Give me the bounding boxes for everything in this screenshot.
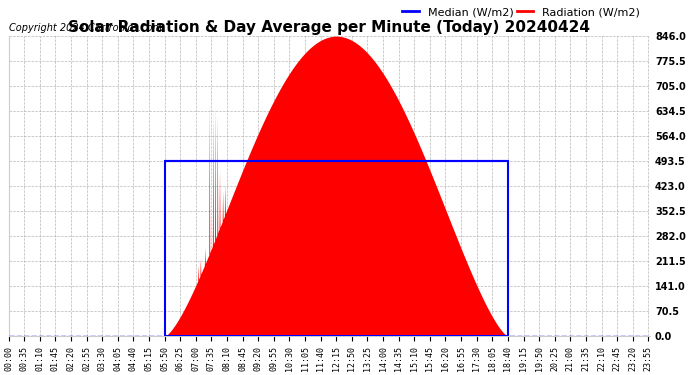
Text: Copyright 2024 Cartronics.com: Copyright 2024 Cartronics.com	[9, 23, 161, 33]
Bar	[165, 161, 508, 336]
Legend: Median (W/m2), Radiation (W/m2): Median (W/m2), Radiation (W/m2)	[397, 3, 644, 22]
Title: Solar Radiation & Day Average per Minute (Today) 20240424: Solar Radiation & Day Average per Minute…	[68, 20, 591, 35]
